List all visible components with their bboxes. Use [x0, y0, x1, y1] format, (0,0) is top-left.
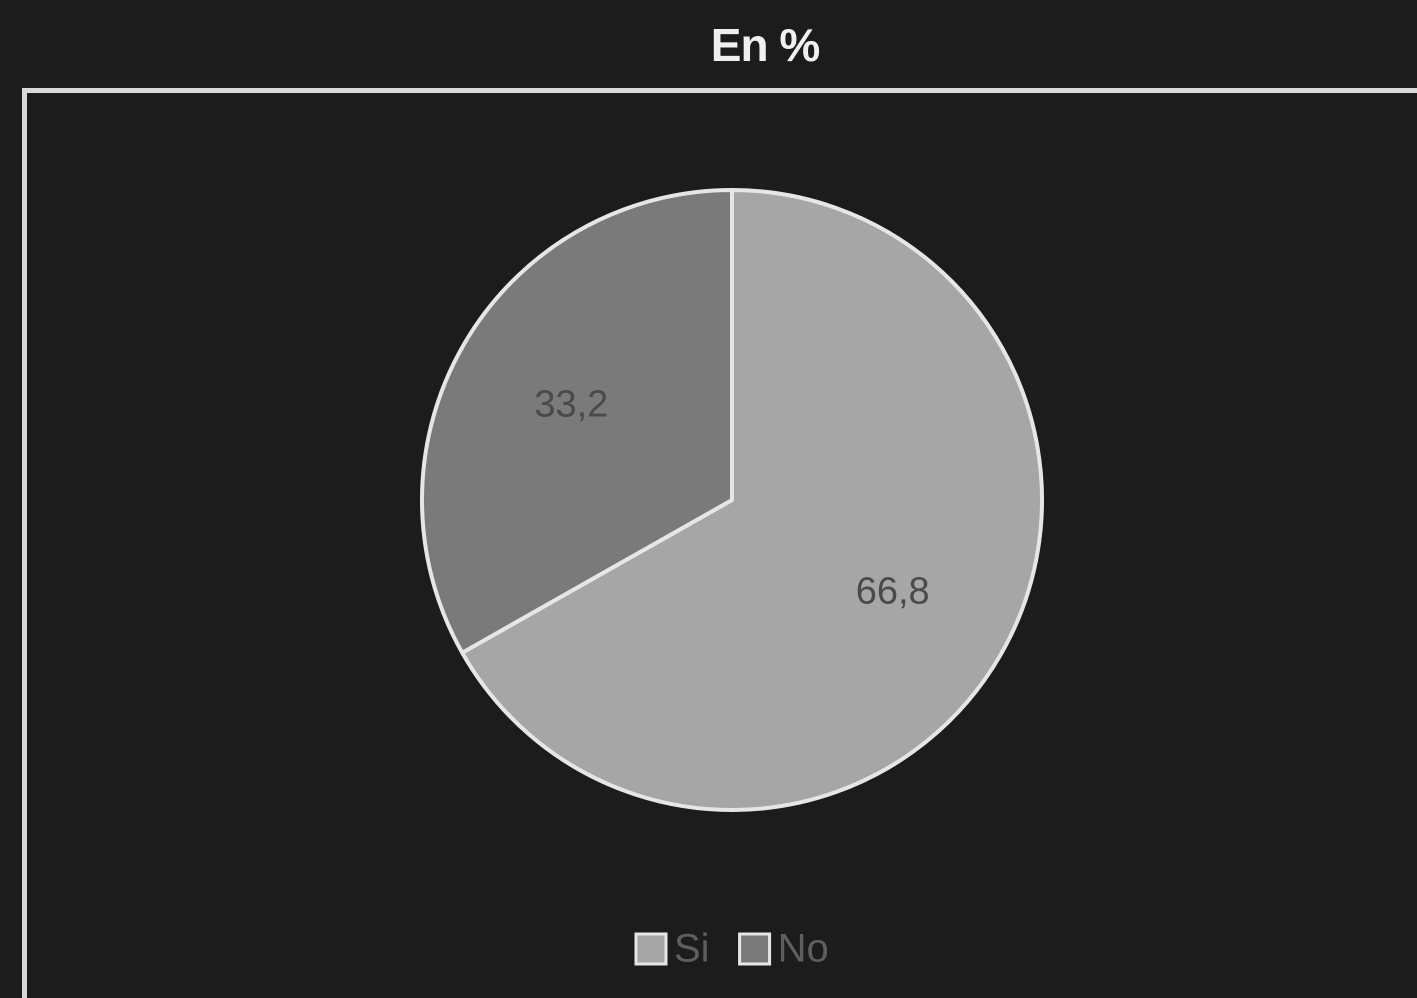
pie-slice-no — [420, 188, 734, 655]
pie-slice-si — [460, 188, 1044, 812]
plot-area-frame — [22, 88, 1417, 998]
legend-swatch-no — [738, 932, 772, 966]
chart-title: En % — [710, 19, 820, 71]
legend-label-si: Si — [674, 927, 710, 971]
legend-label-no: No — [778, 927, 829, 971]
legend-swatch-si — [634, 932, 668, 966]
legend: Si No — [634, 927, 829, 971]
data-label-no: 33,2 — [534, 383, 608, 425]
data-label-si: 66,8 — [856, 571, 930, 613]
